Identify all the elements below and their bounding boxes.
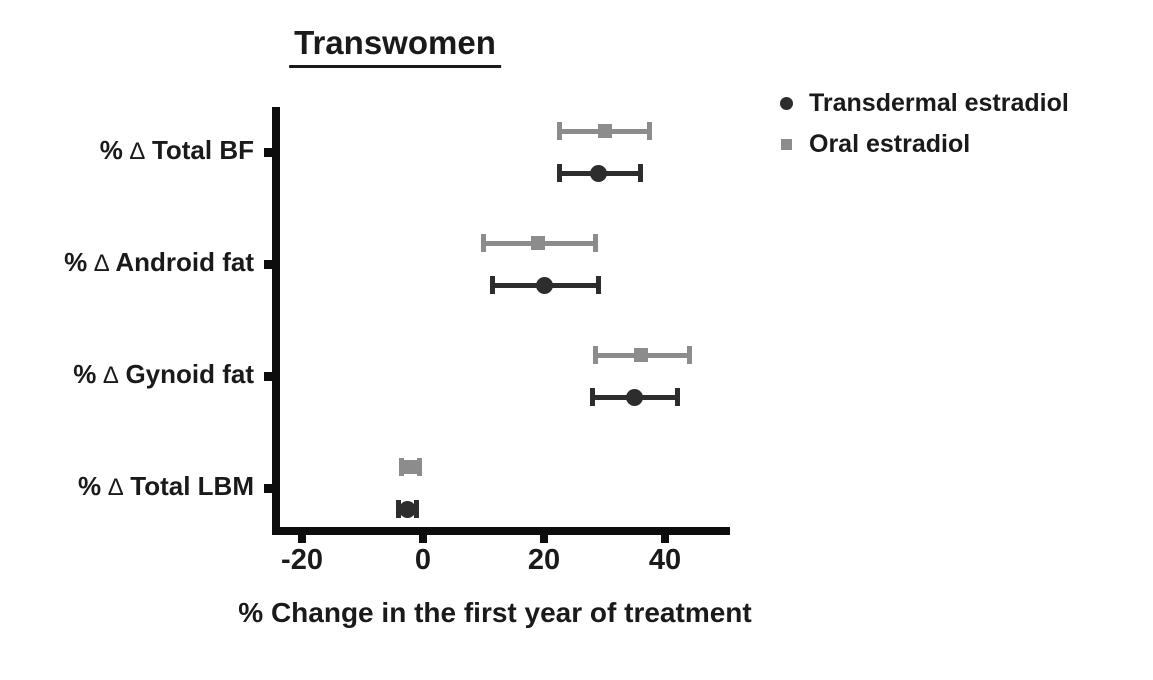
data-point-square xyxy=(633,348,648,362)
x-tick-label: 40 xyxy=(648,544,682,576)
error-bar-cap-right xyxy=(647,122,653,140)
data-point-square xyxy=(530,236,545,250)
circle-marker-icon xyxy=(780,96,793,110)
error-bar-cap-right xyxy=(638,164,644,182)
error-bar-cap-right xyxy=(674,388,680,406)
x-axis-title: % Change in the first year of treatment xyxy=(238,597,752,628)
x-tick-mark xyxy=(661,535,669,543)
legend-item-oral-estradiol: Oral estradiol xyxy=(780,129,1069,159)
error-bar-cap-left xyxy=(396,500,402,518)
data-point-square xyxy=(403,460,418,474)
error-bar-cap-left xyxy=(556,164,562,182)
x-tick-label: -20 xyxy=(281,544,323,576)
y-tick-mark xyxy=(264,260,272,269)
x-tick-label: 20 xyxy=(527,544,561,576)
error-bar-cap-right xyxy=(414,500,420,518)
error-bar-cap-left xyxy=(490,276,496,294)
x-tick-mark xyxy=(298,535,306,543)
data-point-circle xyxy=(626,388,644,406)
category-label: % ∆ Android fat xyxy=(64,247,254,277)
error-bar-cap-right xyxy=(595,276,601,294)
error-bar-cap-left xyxy=(556,122,562,140)
legend: Transdermal estradiol Oral estradiol xyxy=(780,88,1069,170)
x-tick-mark xyxy=(540,535,548,543)
legend-label-transdermal: Transdermal estradiol xyxy=(809,88,1069,117)
y-tick-mark xyxy=(264,148,272,157)
error-bar-cap-left xyxy=(592,346,598,364)
data-point-square xyxy=(597,124,612,138)
error-bar-cap-right xyxy=(592,234,598,252)
chart-title: Transwomen xyxy=(289,24,501,68)
category-label: % ∆ Total LBM xyxy=(78,471,254,501)
error-bar-cap-left xyxy=(589,388,595,406)
legend-label-oral: Oral estradiol xyxy=(809,129,971,158)
x-tick-label: 0 xyxy=(414,544,432,576)
error-bar-cap-left xyxy=(481,234,486,252)
legend-item-transdermal-estradiol: Transdermal estradiol xyxy=(780,88,1069,118)
y-axis-line xyxy=(272,107,280,535)
data-point-circle xyxy=(399,500,417,518)
data-point-circle xyxy=(589,164,607,182)
error-bar-cap-right xyxy=(417,458,423,476)
data-point-circle xyxy=(535,276,553,294)
error-bar-cap-left xyxy=(399,458,405,476)
x-axis-line xyxy=(272,527,730,535)
category-label: % ∆ Total BF xyxy=(99,135,254,165)
square-marker-icon xyxy=(781,138,792,150)
error-bar-cap-right xyxy=(686,346,692,364)
y-tick-mark xyxy=(264,484,272,493)
category-label: % ∆ Gynoid fat xyxy=(73,359,254,389)
y-tick-mark xyxy=(264,372,272,381)
x-tick-mark xyxy=(419,535,427,543)
